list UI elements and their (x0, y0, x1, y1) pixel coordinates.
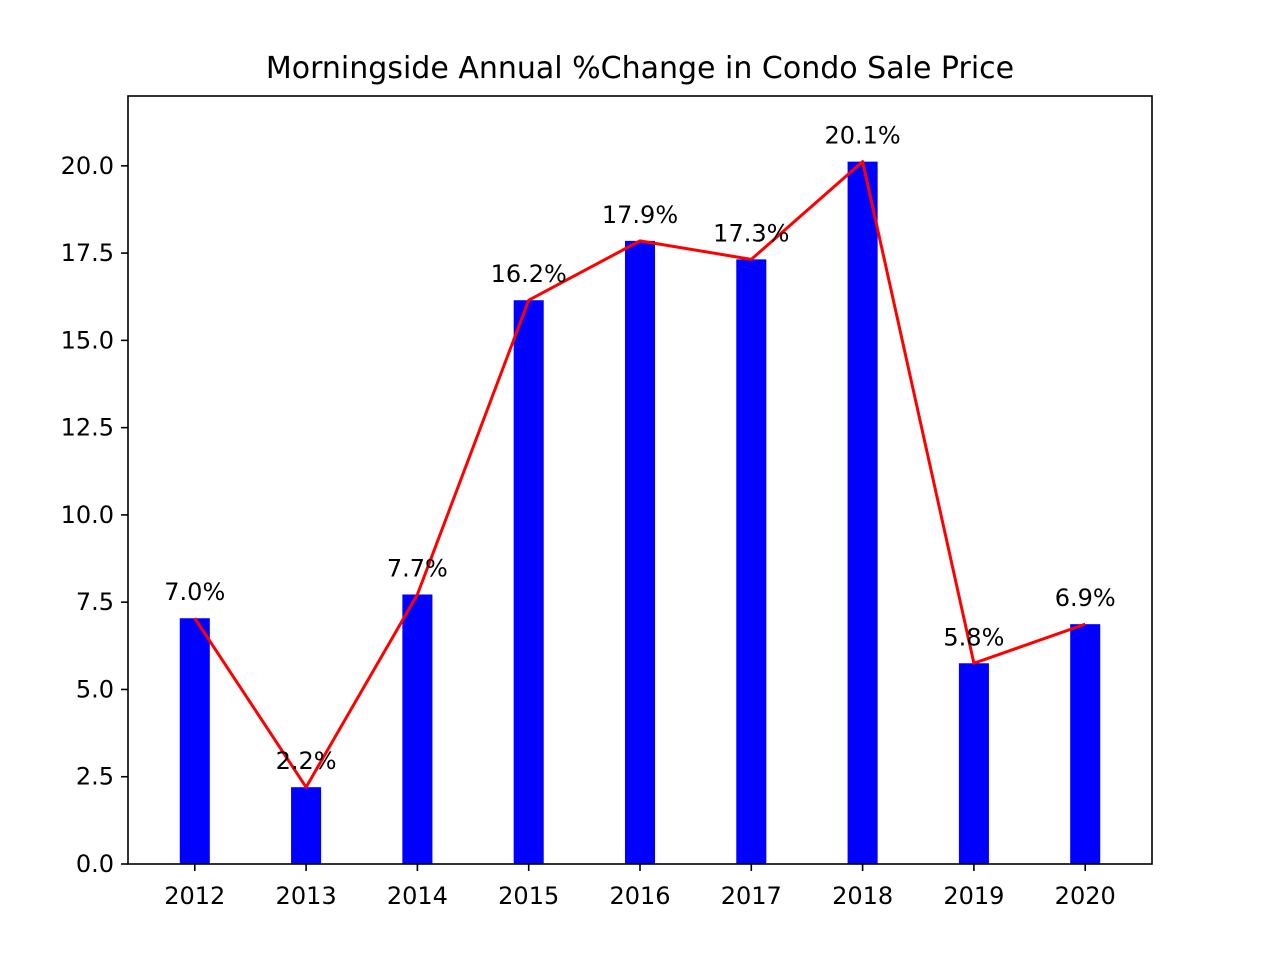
x-tick-label-2012: 2012 (164, 882, 225, 910)
chart-title: Morningside Annual %Change in Condo Sale… (266, 51, 1014, 86)
y-tick-label: 0.0 (76, 850, 114, 878)
bar-2015 (513, 300, 544, 865)
x-tick-label-2016: 2016 (609, 882, 670, 910)
x-tick-label-2013: 2013 (276, 882, 337, 910)
bar-2018 (847, 161, 878, 864)
y-tick-label: 7.5 (76, 588, 114, 616)
x-tick-label-2017: 2017 (721, 882, 782, 910)
bar-2017 (736, 259, 767, 864)
line-layer (193, 160, 1086, 789)
bars-layer (179, 161, 1101, 865)
labels-layer: 7.0% 2.2% 7.7% 16.2% 17.9% 17.3% 20.1% 5.8% 6.9% (164, 122, 1115, 776)
x-tick-label-2018: 2018 (832, 882, 893, 910)
x-tick-label-2014: 2014 (387, 882, 448, 910)
axes-layer: 0.0 2.5 5.0 7.5 10.0 12.5 15.0 17.5 20.0 2012 2013… (61, 95, 1153, 910)
y-tick-label: 12.5 (61, 414, 114, 442)
x-tick-label-2020: 2020 (1055, 882, 1116, 910)
y-tick-label: 5.0 (76, 675, 114, 703)
x-tick-label-2015: 2015 (498, 882, 559, 910)
bar-2016 (624, 240, 656, 864)
data-label-2018: 20.1% (824, 122, 900, 150)
y-tick-label: 2.5 (76, 763, 114, 791)
y-tick-label: 10.0 (61, 501, 114, 529)
bar-2014 (402, 594, 433, 864)
bar-2013 (291, 787, 322, 864)
y-tick-label: 20.0 (61, 152, 114, 180)
bar-2020 (1070, 624, 1101, 864)
data-label-2017: 17.3% (713, 219, 789, 247)
bar-2012 (179, 618, 210, 864)
data-label-2015: 16.2% (491, 260, 567, 288)
data-label-2019: 5.8% (943, 623, 1004, 651)
series-line (193, 160, 1086, 789)
data-label-2020: 6.9% (1055, 584, 1116, 612)
data-label-2012: 7.0% (164, 578, 225, 606)
x-tick-label-2019: 2019 (943, 882, 1004, 910)
y-tick-label: 17.5 (61, 239, 114, 267)
data-label-2013: 2.2% (276, 747, 337, 775)
y-tick-label: 15.0 (61, 326, 114, 354)
bar-2019 (958, 663, 989, 864)
data-label-2014: 7.7% (387, 555, 448, 583)
data-label-2016: 17.9% (602, 201, 678, 229)
